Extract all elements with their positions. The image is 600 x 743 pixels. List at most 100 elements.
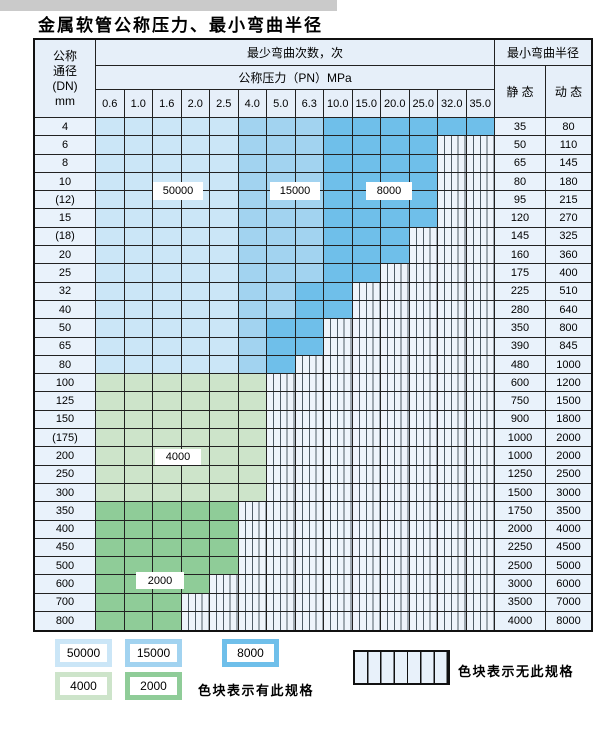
legend-has-spec-text: 色块表示有此规格	[198, 683, 315, 698]
static-cell: 175	[495, 264, 546, 283]
no-spec-cell	[267, 483, 296, 503]
spec-cell	[238, 264, 267, 283]
pressure-col-header: 1.6	[153, 90, 182, 118]
spec-cell	[267, 246, 296, 265]
dynamic-cell: 8000	[546, 612, 591, 631]
spec-cell	[238, 282, 267, 301]
no-spec-cell	[267, 575, 296, 594]
spec-cell	[153, 319, 182, 338]
no-spec-cell	[181, 612, 210, 631]
spec-cell	[324, 191, 353, 210]
pressure-col-header: 2.0	[181, 90, 210, 118]
dn-cell: 450	[35, 538, 96, 558]
dn-cell: 100	[35, 374, 96, 393]
no-spec-cell	[381, 337, 410, 356]
spec-cell	[181, 465, 210, 484]
no-spec-cell	[438, 282, 467, 301]
no-spec-cell	[238, 575, 267, 594]
no-spec-cell	[295, 593, 324, 613]
static-cell: 225	[495, 282, 546, 301]
spec-cell	[324, 227, 353, 247]
spec-cell	[210, 410, 239, 430]
no-spec-cell	[324, 374, 353, 393]
spec-cell	[238, 136, 267, 155]
no-spec-cell	[381, 429, 410, 448]
dn-cell: (12)	[35, 191, 96, 210]
no-spec-cell	[438, 502, 467, 521]
no-spec-cell	[409, 465, 438, 484]
spec-cell	[96, 410, 125, 430]
static-cell: 160	[495, 246, 546, 265]
pressure-col-header: 20.0	[381, 90, 410, 118]
legend-chip-label: 4000	[60, 677, 107, 695]
spec-cell	[267, 154, 296, 173]
no-spec-cell	[352, 319, 381, 338]
spec-cell	[295, 337, 324, 356]
spec-cell	[295, 154, 324, 173]
spec-cell	[295, 282, 324, 301]
spec-cell	[124, 154, 153, 173]
no-spec-cell	[466, 337, 495, 356]
spec-cell	[181, 483, 210, 503]
no-spec-cell	[409, 355, 438, 375]
dn-cell: 80	[35, 355, 96, 375]
no-spec-cell	[324, 392, 353, 411]
no-spec-cell	[381, 483, 410, 503]
legend-chip-label: 8000	[227, 644, 274, 662]
radius-header: 最小弯曲半径	[495, 40, 591, 66]
no-spec-cell	[295, 575, 324, 594]
spec-cell	[153, 227, 182, 247]
spec-cell	[381, 118, 410, 137]
spec-cell	[210, 209, 239, 228]
dn-cell: 150	[35, 410, 96, 430]
dn-header-line: 公称	[52, 48, 77, 63]
no-spec-cell	[295, 612, 324, 631]
spec-cell	[267, 118, 296, 137]
no-spec-cell	[324, 483, 353, 503]
dn-cell: 8	[35, 154, 96, 173]
dynamic-cell: 110	[546, 136, 591, 155]
dn-cell: 700	[35, 593, 96, 613]
spec-cell	[238, 154, 267, 173]
spec-cell	[438, 118, 467, 137]
spec-cell	[210, 264, 239, 283]
no-spec-cell	[352, 337, 381, 356]
spec-cell	[181, 154, 210, 173]
spec-cell	[324, 118, 353, 137]
spec-cell	[124, 520, 153, 539]
static-cell: 65	[495, 154, 546, 173]
spec-cell	[352, 209, 381, 228]
spec-cell	[96, 246, 125, 265]
no-spec-cell	[238, 557, 267, 576]
no-spec-cell	[466, 520, 495, 539]
no-spec-cell	[466, 282, 495, 301]
dn-cell: 125	[35, 392, 96, 411]
no-spec-cell	[438, 520, 467, 539]
spec-cell	[96, 227, 125, 247]
no-spec-cell	[381, 264, 410, 283]
no-spec-cell	[352, 520, 381, 539]
no-spec-cell	[381, 447, 410, 466]
no-spec-cell	[466, 172, 495, 192]
spec-cell	[181, 337, 210, 356]
no-spec-cell	[324, 355, 353, 375]
no-spec-cell	[381, 465, 410, 484]
dynamic-cell: 180	[546, 172, 591, 192]
no-spec-cell	[409, 300, 438, 320]
spec-cell	[409, 154, 438, 173]
spec-cell	[238, 465, 267, 484]
no-spec-cell	[295, 447, 324, 466]
spec-cell	[381, 227, 410, 247]
no-spec-cell	[438, 154, 467, 173]
spec-cell	[124, 483, 153, 503]
no-spec-cell	[324, 538, 353, 558]
spec-cell	[210, 118, 239, 137]
spec-cell	[210, 355, 239, 375]
spec-cell	[324, 246, 353, 265]
spec-cell	[181, 429, 210, 448]
spec-cell	[238, 227, 267, 247]
spec-cell	[96, 612, 125, 631]
static-cell: 35	[495, 118, 546, 137]
dn-cell: 25	[35, 264, 96, 283]
spec-cell	[409, 209, 438, 228]
